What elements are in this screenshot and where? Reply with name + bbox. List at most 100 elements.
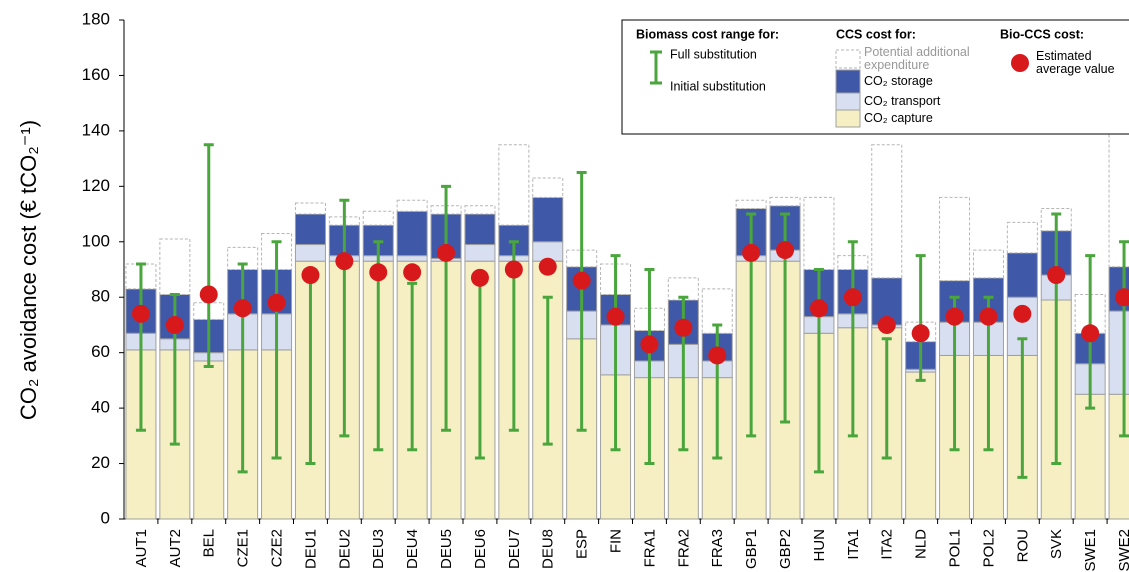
legend-swatch: [835, 69, 861, 94]
bar-segment: [532, 196, 564, 243]
bar-segment: [803, 196, 835, 270]
legend-error-symbol: [650, 50, 662, 85]
legend: Biomass cost range for: Full substitution…: [621, 19, 1129, 135]
y-tick-label: 80: [91, 287, 110, 306]
x-tick-label: DEU4: [404, 529, 421, 569]
bar-segment: [159, 238, 191, 295]
average-dot: [335, 252, 354, 271]
bar-segment: [1006, 252, 1038, 298]
x-tick-label: ITA2: [879, 529, 896, 560]
x-tick-label: FRA3: [709, 529, 726, 567]
y-tick-label: 160: [82, 65, 110, 84]
error-bar: [237, 262, 248, 474]
bar-segment: [1074, 393, 1106, 520]
average-dot: [369, 263, 388, 282]
average-dot: [165, 315, 184, 334]
bar-segment: [871, 144, 903, 279]
bar-segment: [294, 213, 326, 246]
average-dot: [199, 285, 218, 304]
bar-segment: [769, 196, 801, 207]
bar-segment: [1108, 310, 1129, 395]
legend-label-box: Potential additional expenditure: [864, 46, 970, 72]
average-dot: [877, 315, 896, 334]
x-tick-label: DEU6: [472, 529, 489, 569]
average-dot: [911, 324, 930, 343]
y-tick-label: 20: [91, 453, 110, 472]
x-tick-label: DEU2: [336, 529, 353, 569]
average-dot: [470, 268, 489, 287]
legend-heading: Biomass cost range for:: [636, 27, 779, 41]
error-bar: [135, 262, 146, 432]
x-tick-label: DEU8: [540, 529, 557, 569]
error-bar: [576, 170, 587, 432]
average-dot: [674, 318, 693, 337]
y-tick-label: 60: [91, 342, 110, 361]
legend-swatch: [835, 49, 861, 69]
error-bar: [1017, 337, 1028, 479]
bar-segment: [396, 210, 428, 257]
bar-segment: [1108, 393, 1129, 520]
average-dot: [538, 257, 557, 276]
average-dot: [708, 346, 727, 365]
average-dot: [1115, 288, 1129, 307]
legend-label-box: Estimated average value: [1036, 50, 1115, 76]
error-bar: [1119, 240, 1129, 438]
average-dot: [979, 307, 998, 326]
bar-segment: [735, 199, 767, 210]
x-tick-label: CZE2: [269, 529, 286, 567]
bar-segment: [498, 144, 530, 226]
bar-segment: [362, 210, 394, 226]
x-tick-label: DEU3: [370, 529, 387, 569]
legend-label: Estimated average value: [1036, 50, 1115, 76]
bar-segment: [464, 213, 496, 246]
y-tick-label: 0: [101, 508, 110, 527]
legend-heading: CCS cost for:: [836, 27, 916, 41]
x-tick-label: FRA2: [675, 529, 692, 567]
x-tick-label: ESP: [574, 529, 591, 559]
error-bar: [610, 254, 621, 452]
average-dot: [843, 288, 862, 307]
bar-segment: [294, 202, 326, 215]
bar-segment: [464, 244, 496, 262]
x-tick-label: FRA1: [641, 529, 658, 567]
average-dot: [1047, 266, 1066, 285]
x-tick-label: SVK: [1048, 529, 1065, 559]
bar-segment: [532, 177, 564, 198]
x-tick-label: DEU1: [302, 529, 319, 569]
average-dot: [809, 299, 828, 318]
y-tick-label: 100: [82, 231, 110, 250]
error-bar: [915, 254, 926, 382]
legend-label: CO₂ capture: [864, 111, 933, 125]
average-dot: [267, 293, 286, 312]
legend-heading: Bio-CCS cost:: [1000, 27, 1084, 41]
bar-segment: [396, 255, 428, 262]
error-bar: [847, 240, 858, 438]
legend-box: [621, 19, 1129, 135]
average-dot: [606, 307, 625, 326]
bar-segment: [1108, 130, 1129, 268]
average-dot: [233, 299, 252, 318]
legend-dot: [1011, 54, 1029, 72]
error-bar: [644, 268, 655, 466]
bar-segment: [905, 371, 937, 520]
error-bar: [407, 281, 418, 452]
error-bar: [441, 184, 452, 432]
x-tick-label: ITA1: [845, 529, 862, 560]
bar-segment: [294, 244, 326, 262]
bar-segment: [396, 199, 428, 212]
average-dot: [403, 263, 422, 282]
x-tick-label: GBP1: [743, 529, 760, 569]
error-bar: [271, 240, 282, 460]
average-dot: [945, 307, 964, 326]
y-tick-label: 120: [82, 176, 110, 195]
x-tick-label: BEL: [201, 529, 218, 557]
x-tick-label: NLD: [913, 529, 930, 559]
x-tick-label: SWE1: [1082, 529, 1099, 572]
error-bar: [881, 337, 892, 460]
x-tick-label: AUT1: [133, 529, 150, 567]
error-bar: [339, 198, 350, 438]
x-tick-label: CZE1: [235, 529, 252, 567]
average-dot: [776, 241, 795, 260]
y-axis-label: CO₂ avoidance cost (€ tCO₂⁻¹): [16, 120, 41, 420]
